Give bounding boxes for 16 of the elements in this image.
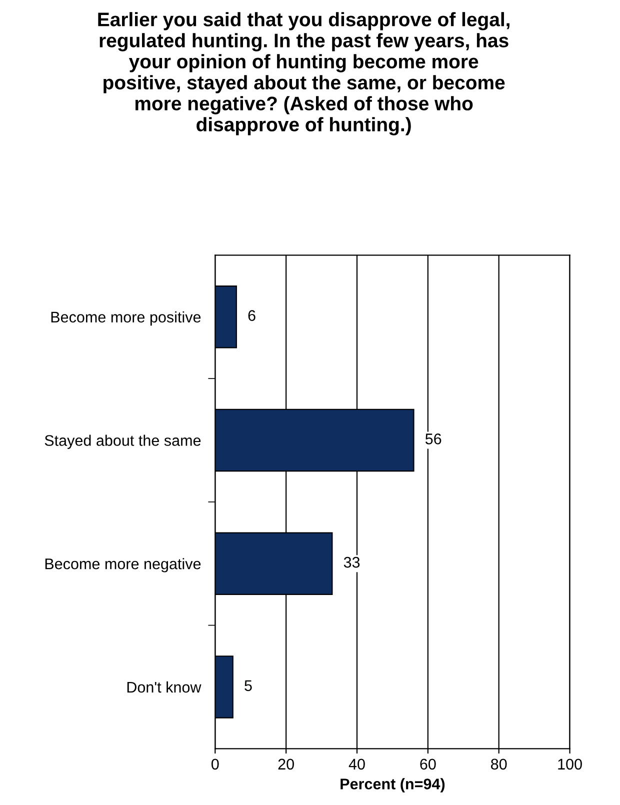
y-tick-label: Stayed about the same	[44, 434, 201, 449]
x-tick-label: 20	[278, 758, 294, 770]
data-label: 5	[244, 680, 252, 692]
x-tick-label: 0	[211, 758, 219, 770]
y-tick-label: Don't know	[127, 681, 202, 693]
y-tick-label: Become more negative	[45, 558, 201, 572]
x-axis-title: Percent (n=94)	[340, 778, 445, 792]
x-tick-label: 80	[491, 758, 507, 770]
chart-title: Earlier you said that you disapprove of legal, regulated hunting. In the past few years, has your opinion of hunting become more positive, stayed about the same, or become more negative? (Asked of those who disapprove of hunting.)	[98, 12, 510, 136]
data-label: 56	[425, 434, 442, 444]
data-label: 33	[344, 556, 360, 568]
x-tick-label: 40	[348, 758, 365, 770]
y-tick-label: Become more positive	[51, 311, 201, 326]
x-tick-label: 100	[558, 758, 582, 770]
x-tick-label: 60	[420, 758, 436, 770]
data-label: 6	[248, 310, 256, 321]
